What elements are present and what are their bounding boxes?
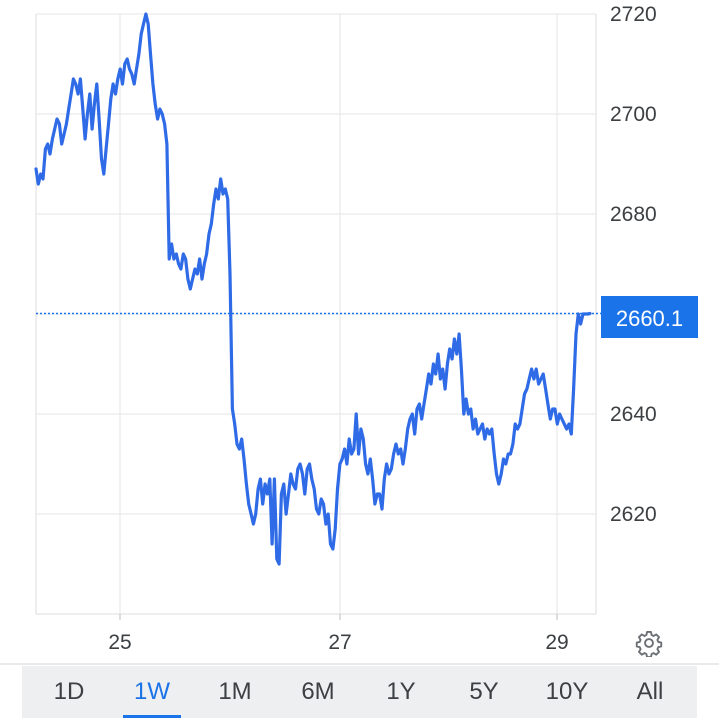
range-tab-label: 1M <box>218 678 252 705</box>
y-tick-label: 2640 <box>610 403 657 426</box>
y-axis: 262026402660268027002720 <box>610 3 657 526</box>
time-range-selector: 1D 1W 1M 6M 1Y 5Y 10Y All <box>22 666 697 718</box>
range-tab-label: 1D <box>53 678 85 705</box>
series-line <box>34 12 592 566</box>
y-tick-label: 2700 <box>610 103 657 126</box>
range-tab-label: 5Y <box>469 678 499 705</box>
range-tab-label: 10Y <box>545 678 589 705</box>
x-axis: 25 27 29 <box>108 631 568 654</box>
chart-settings-button[interactable] <box>628 622 670 664</box>
range-tab-5y[interactable]: 5Y <box>447 666 521 718</box>
range-tab-1d[interactable]: 1D <box>32 666 106 718</box>
gear-icon <box>635 630 663 657</box>
range-tab-6m[interactable]: 6M <box>281 666 355 718</box>
x-tick-label: 27 <box>328 631 351 654</box>
current-price-label: 2660.1 <box>601 296 698 338</box>
range-tab-all[interactable]: All <box>613 666 687 718</box>
range-tab-label: 6M <box>301 678 335 705</box>
range-tab-1w[interactable]: 1W <box>115 666 189 718</box>
price-series <box>34 12 592 566</box>
x-tick-label: 25 <box>108 631 131 654</box>
range-tab-label: 1Y <box>386 678 416 705</box>
y-tick-label: 2680 <box>610 203 657 226</box>
range-tab-1y[interactable]: 1Y <box>364 666 438 718</box>
range-tab-10y[interactable]: 10Y <box>530 666 604 718</box>
range-tab-label: 1W <box>134 678 170 705</box>
range-tab-1m[interactable]: 1M <box>198 666 272 718</box>
current-price-badge <box>601 296 698 338</box>
range-tab-label: All <box>636 678 664 705</box>
x-tick-label: 29 <box>545 631 568 654</box>
y-tick-label: 2720 <box>610 3 657 26</box>
current-price-value: 2660.1 <box>616 306 683 331</box>
y-tick-label: 2620 <box>610 503 657 526</box>
